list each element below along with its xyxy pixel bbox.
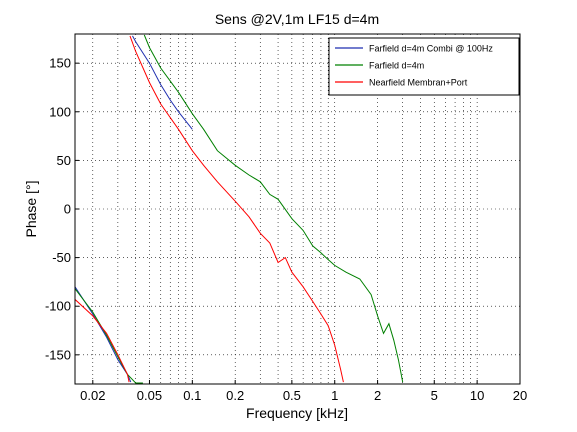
series-line [75,35,344,383]
series-line [75,34,404,384]
x-tick-label: 0.05 [137,388,162,403]
y-tick-label: -150 [45,347,71,362]
x-tick-label: 0.1 [183,388,201,403]
x-tick-label: 2 [374,388,381,403]
y-axis-label: Phase [°] [23,181,39,238]
chart-title: Sens @2V,1m LF15 d=4m [215,11,379,27]
x-tick-label: 0.5 [283,388,301,403]
y-tick-label: 50 [57,153,71,168]
legend: Farfield d=4m Combi @ 100Hz Farfield d=4m… [328,37,520,96]
ticks: 0.02 0.05 0.1 0.2 0.5 1 2 5 10 20 150 100 50 0 -50 -100… [45,56,527,403]
x-tick-label: 0.2 [226,388,244,403]
x-tick-label: 5 [431,388,438,403]
y-tick-label: 100 [49,104,71,119]
x-axis-label: Frequency [kHz] [246,405,348,421]
x-tick-label: 0.02 [80,388,105,403]
x-tick-label: 10 [470,388,484,403]
y-tick-label: 150 [49,56,71,71]
legend-label: Nearfield Membran+Port [369,78,468,88]
series-layer [75,34,404,384]
legend-label: Farfield d=4m [369,61,424,71]
x-tick-label: 20 [513,388,527,403]
x-tick-label: 1 [331,388,338,403]
y-tick-label: -50 [52,250,71,265]
y-tick-label: -100 [45,299,71,314]
legend-label: Farfield d=4m Combi @ 100Hz [369,44,493,54]
y-tick-label: 0 [64,202,71,217]
